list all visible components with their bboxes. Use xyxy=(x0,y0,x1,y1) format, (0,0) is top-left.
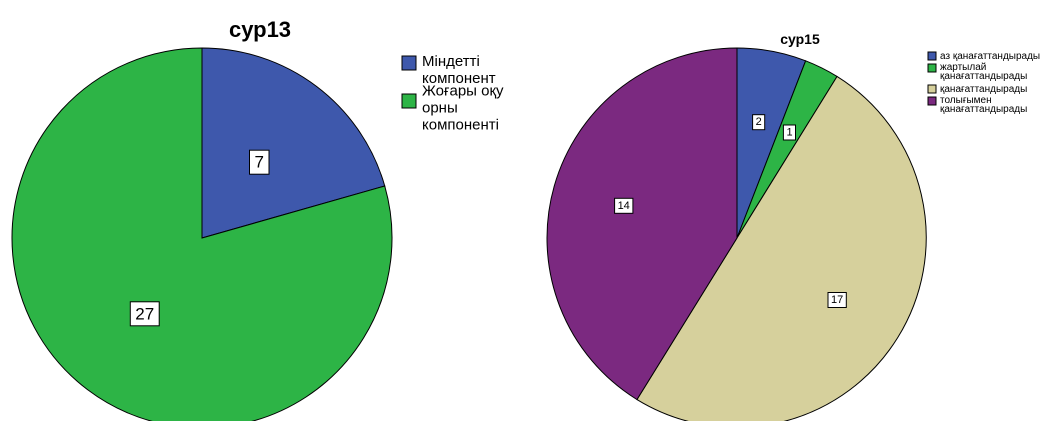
data-label: 2 xyxy=(752,114,766,131)
chart-title: сур13 xyxy=(229,17,291,42)
legend-item: аз қанағаттандырады xyxy=(927,51,1040,62)
legend-swatch xyxy=(927,96,937,106)
legend-label: Жоғары оқу орны компоненті xyxy=(422,83,504,134)
pie-slice xyxy=(636,75,927,421)
legend-swatch xyxy=(927,84,937,94)
legend-label: толығымен қанағаттандырады xyxy=(940,95,1027,115)
data-label: 14 xyxy=(614,197,634,214)
legend-item: жартылай қанағаттандырады xyxy=(927,62,1027,82)
data-label: 1 xyxy=(782,124,797,141)
pie-chart-sur15: сур15 2 1 17 14 аз қанағаттандырадыжартылай… xyxy=(546,31,1040,421)
data-label-text: 27 xyxy=(135,304,154,323)
data-label-text: 14 xyxy=(618,200,630,212)
legend-swatch xyxy=(927,63,937,73)
data-labels: 7 27 xyxy=(129,149,270,327)
legend-swatch xyxy=(401,55,417,71)
data-label-text: 2 xyxy=(756,116,762,128)
data-labels: 2 1 17 14 xyxy=(614,114,847,308)
legend-label: Міндетті компонент xyxy=(422,53,496,87)
pie-slice xyxy=(11,47,393,421)
legend-label: жартылай қанағаттандырады xyxy=(940,62,1027,82)
legend-label: аз қанағаттандырады xyxy=(940,51,1040,62)
data-label-box xyxy=(827,292,847,308)
legend-item: Міндетті компонент xyxy=(401,53,496,87)
legend-item: Жоғары оқу орны компоненті xyxy=(401,83,504,134)
data-label-text: 1 xyxy=(786,127,792,139)
legend-swatch xyxy=(927,51,937,61)
pie-slices xyxy=(546,47,927,421)
data-label-box xyxy=(782,124,797,141)
legend-swatch xyxy=(401,93,417,109)
data-label-box xyxy=(614,197,634,214)
pie-slice xyxy=(201,47,386,239)
data-label: 27 xyxy=(129,301,160,327)
data-label-box xyxy=(249,149,270,175)
pie-slices xyxy=(11,47,393,421)
legend-label: қанағаттандырады xyxy=(940,84,1027,95)
data-label: 7 xyxy=(249,149,270,175)
data-label-text: 7 xyxy=(255,153,264,172)
pie-slice xyxy=(546,47,738,401)
legend-item: толығымен қанағаттандырады xyxy=(927,95,1027,115)
data-label-text: 17 xyxy=(831,294,843,306)
legend-item: қанағаттандырады xyxy=(927,84,1027,95)
data-label-box xyxy=(752,114,766,131)
chart-title: сур15 xyxy=(780,31,820,47)
data-label-box xyxy=(129,301,160,327)
data-label: 17 xyxy=(827,292,847,308)
